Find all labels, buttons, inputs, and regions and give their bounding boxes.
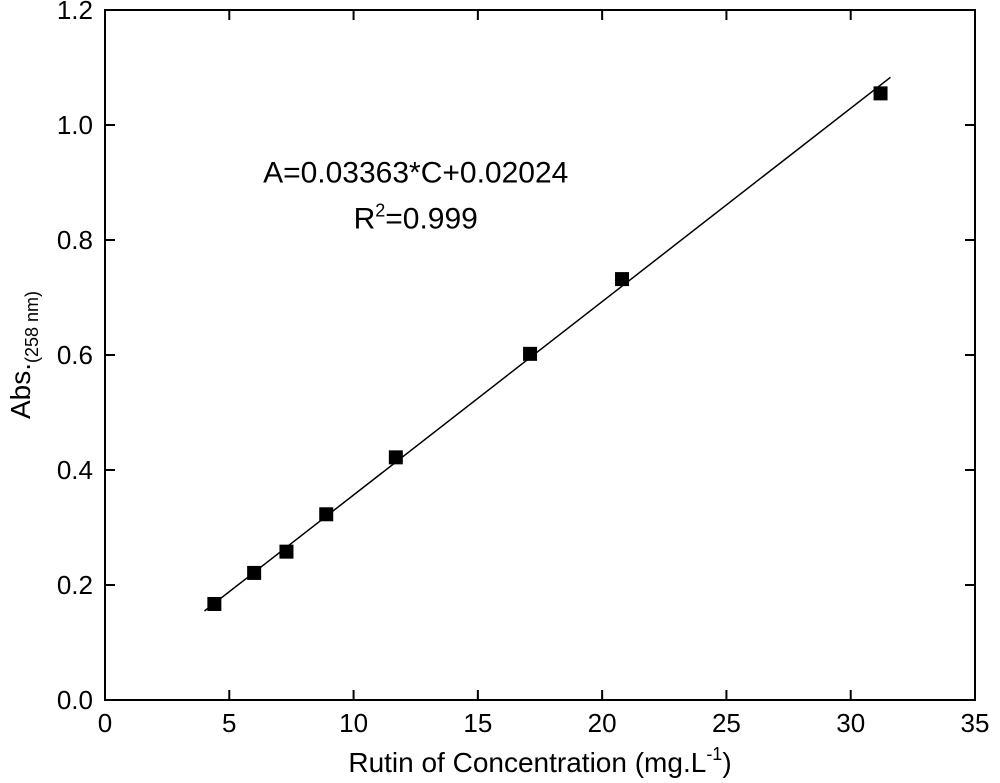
y-tick-label: 0.2 xyxy=(57,570,93,600)
x-tick-label: 30 xyxy=(836,708,865,738)
chart-background xyxy=(0,0,1000,783)
y-tick-label: 0.4 xyxy=(57,455,93,485)
x-tick-label: 35 xyxy=(961,708,990,738)
chart-svg: 0 5 10 15 20 25 30 35 0.0 0.2 0.4 0.6 0.8 1.0 1.2 A=0.0… xyxy=(0,0,1000,783)
equation-annotation: A=0.03363*C+0.02024 xyxy=(263,157,568,190)
data-point xyxy=(279,545,293,559)
data-point xyxy=(615,272,629,286)
data-point xyxy=(247,566,261,580)
y-tick-label: 0.6 xyxy=(57,340,93,370)
data-point xyxy=(389,450,403,464)
x-tick-label: 25 xyxy=(712,708,741,738)
x-tick-label: 10 xyxy=(339,708,368,738)
x-tick-label: 5 xyxy=(222,708,236,738)
x-axis-label: Rutin of Concentration (mg.L-1) xyxy=(348,744,731,778)
y-tick-label: 0.8 xyxy=(57,225,93,255)
y-tick-label: 1.2 xyxy=(57,0,93,25)
data-point xyxy=(319,507,333,521)
data-point xyxy=(523,347,537,361)
data-point xyxy=(207,597,221,611)
x-tick-label: 0 xyxy=(98,708,112,738)
calibration-chart: 0 5 10 15 20 25 30 35 0.0 0.2 0.4 0.6 0.8 1.0 1.2 A=0.0… xyxy=(0,0,1000,783)
x-tick-label: 15 xyxy=(463,708,492,738)
y-tick-label: 1.0 xyxy=(57,110,93,140)
x-tick-label: 20 xyxy=(588,708,617,738)
r-squared-annotation: R2=0.999 xyxy=(354,201,478,236)
data-point xyxy=(874,86,888,100)
y-tick-label: 0.0 xyxy=(57,685,93,715)
